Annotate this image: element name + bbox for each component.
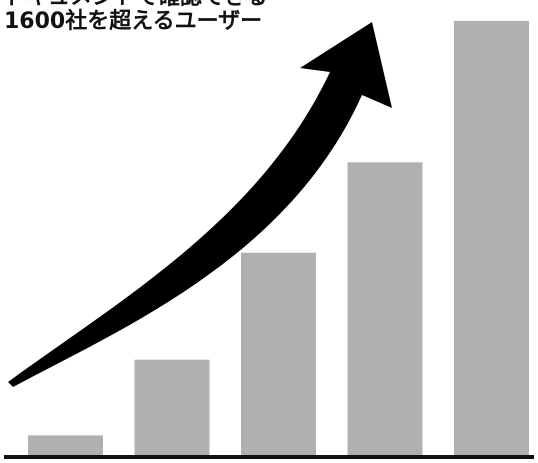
bar-3 [241,252,316,455]
bar-group [28,20,529,456]
caption-line-2: 1600社を超えるユーザー [4,9,263,34]
bar-5 [454,20,529,456]
trend-arrow-icon [8,22,392,387]
caption-line-1: ドキュメントで確認できる [4,0,268,10]
bar-4 [347,162,423,456]
bar-1 [28,435,103,455]
bar-2 [134,359,210,455]
chart-caption: ドキュメントで確認できる 1600社を超えるユーザー [4,0,268,34]
